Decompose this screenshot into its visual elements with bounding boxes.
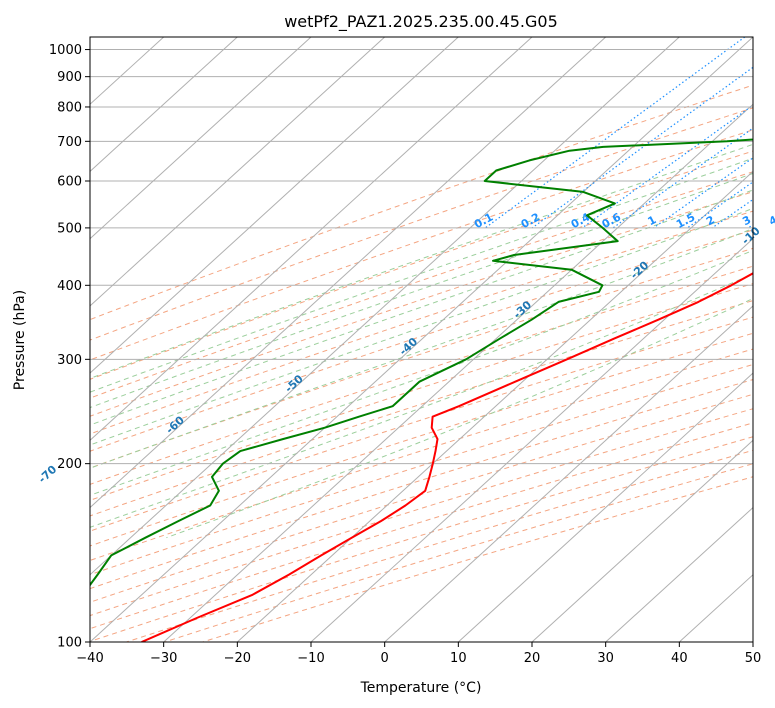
isotherm-line bbox=[531, 439, 753, 642]
temperature-line bbox=[141, 272, 753, 642]
isotherm-line bbox=[236, 170, 753, 642]
x-tick-label: 20 bbox=[524, 651, 541, 666]
x-tick-label: 50 bbox=[745, 651, 762, 666]
dry-adiabat bbox=[90, 393, 753, 603]
isotherm-line bbox=[163, 103, 753, 642]
y-tick-label: 900 bbox=[57, 70, 82, 85]
mixing-ratio-line bbox=[531, 66, 753, 229]
isotherm-line bbox=[605, 506, 753, 642]
isotherm-line bbox=[384, 305, 753, 642]
dry-adiabat bbox=[90, 348, 753, 561]
x-tick-label: 40 bbox=[671, 651, 688, 666]
x-tick-label: −40 bbox=[76, 651, 103, 666]
isotherm-line bbox=[90, 37, 238, 173]
axis-ticks: −40 −30 −20 −10 0 10 20 30 40 50 100 200 300 400 500 60… bbox=[49, 43, 761, 666]
mixing-ratio-line bbox=[653, 157, 753, 229]
dewpoint-line bbox=[90, 138, 753, 587]
y-tick-label: 500 bbox=[57, 221, 82, 236]
dry-adiabat bbox=[90, 171, 753, 399]
isotherm-line bbox=[90, 37, 312, 240]
y-tick-label: 600 bbox=[57, 174, 82, 189]
x-tick-label: −20 bbox=[224, 651, 251, 666]
dry-adiabat bbox=[90, 210, 753, 435]
isotherm-line bbox=[90, 37, 753, 642]
isotherm-line bbox=[457, 372, 753, 642]
mixing-ratio-line bbox=[484, 37, 746, 229]
y-tick-label: 200 bbox=[57, 457, 82, 472]
x-tick-label: −10 bbox=[297, 651, 324, 666]
mixing-ratio-label: 4 bbox=[767, 213, 775, 228]
isotherm-line bbox=[90, 37, 386, 307]
y-axis-label: Pressure (hPa) bbox=[12, 290, 28, 390]
x-tick-label: 0 bbox=[381, 651, 389, 666]
plot-frame bbox=[89, 36, 754, 643]
y-tick-label: 800 bbox=[57, 100, 82, 115]
x-tick-label: −30 bbox=[150, 651, 177, 666]
isotherm-line bbox=[90, 37, 680, 576]
y-tick-label: 400 bbox=[57, 279, 82, 294]
y-tick-label: 300 bbox=[57, 353, 82, 368]
x-tick-label: 10 bbox=[450, 651, 467, 666]
dry-adiabat bbox=[90, 247, 753, 469]
isotherm-line bbox=[310, 237, 753, 642]
dry-adiabat bbox=[90, 379, 753, 590]
dry-adiabat bbox=[90, 191, 753, 417]
x-tick-label: 30 bbox=[597, 651, 614, 666]
background-lines bbox=[90, 37, 753, 642]
isotherm-line bbox=[90, 37, 607, 509]
x-axis-label: Temperature (°C) bbox=[360, 680, 482, 696]
y-tick-label: 700 bbox=[57, 135, 82, 150]
dry-adiabat bbox=[90, 332, 753, 547]
chart-title: wetPf2_PAZ1.2025.235.00.45.G05 bbox=[284, 12, 558, 32]
y-tick-label: 1000 bbox=[49, 43, 82, 58]
isotherm-line bbox=[90, 37, 459, 374]
y-tick-label: 100 bbox=[57, 636, 82, 651]
profile-lines bbox=[90, 138, 753, 642]
dry-adiabat bbox=[90, 300, 753, 517]
dry-adiabat bbox=[90, 150, 753, 380]
dry-adiabat bbox=[90, 84, 753, 321]
isotherm-line bbox=[90, 37, 533, 442]
isotherm-label: -70 bbox=[36, 463, 60, 486]
isotherm-line bbox=[752, 641, 753, 642]
